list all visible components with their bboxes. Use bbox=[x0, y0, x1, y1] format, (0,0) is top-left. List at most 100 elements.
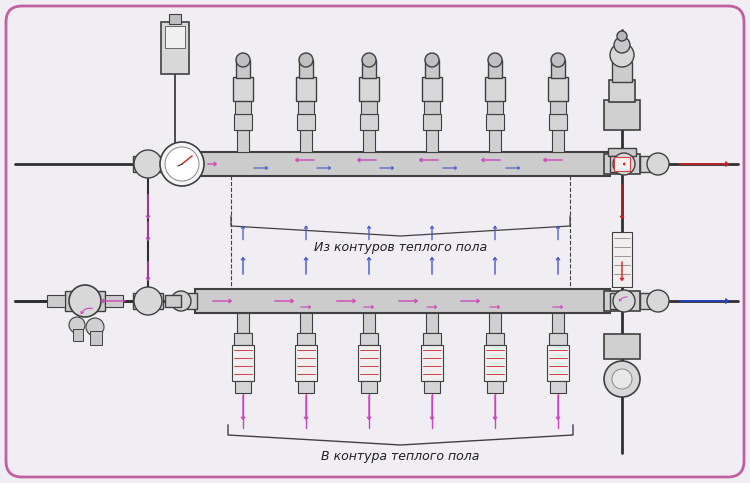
Text: Из контуров теплого пола: Из контуров теплого пола bbox=[314, 241, 487, 254]
Circle shape bbox=[613, 290, 635, 312]
Bar bbox=[426, 313, 438, 333]
Bar bbox=[360, 114, 378, 130]
Bar bbox=[424, 100, 440, 114]
Bar bbox=[604, 291, 640, 311]
Bar bbox=[169, 14, 181, 24]
Bar bbox=[361, 381, 377, 393]
Bar bbox=[165, 295, 181, 307]
Bar bbox=[237, 130, 249, 152]
Bar bbox=[362, 60, 376, 78]
Circle shape bbox=[299, 53, 313, 67]
Circle shape bbox=[171, 291, 191, 311]
Bar bbox=[235, 100, 251, 114]
Bar bbox=[552, 313, 564, 333]
Bar bbox=[487, 381, 503, 393]
Bar bbox=[237, 313, 249, 333]
Circle shape bbox=[488, 53, 502, 67]
Bar bbox=[133, 293, 163, 309]
Bar bbox=[640, 293, 654, 309]
Bar bbox=[187, 156, 197, 172]
Circle shape bbox=[134, 150, 162, 178]
Bar bbox=[65, 291, 105, 311]
Bar bbox=[232, 345, 254, 381]
Circle shape bbox=[69, 285, 101, 317]
Bar bbox=[300, 130, 312, 152]
Bar bbox=[165, 158, 181, 170]
Bar bbox=[640, 156, 654, 172]
Bar bbox=[612, 232, 632, 287]
Bar bbox=[425, 60, 439, 78]
Circle shape bbox=[425, 53, 439, 67]
Bar bbox=[423, 333, 441, 345]
Bar bbox=[604, 154, 640, 174]
Bar bbox=[359, 77, 379, 101]
Circle shape bbox=[613, 153, 635, 175]
Bar bbox=[604, 334, 640, 359]
Bar bbox=[235, 381, 251, 393]
Bar bbox=[295, 345, 317, 381]
Circle shape bbox=[134, 287, 162, 315]
Bar bbox=[488, 60, 502, 78]
Bar bbox=[133, 156, 163, 172]
Bar bbox=[296, 77, 316, 101]
Bar bbox=[485, 77, 505, 101]
Circle shape bbox=[604, 361, 640, 397]
Bar bbox=[552, 130, 564, 152]
Bar bbox=[297, 114, 315, 130]
Circle shape bbox=[647, 290, 669, 312]
Bar bbox=[423, 114, 441, 130]
Bar bbox=[195, 289, 610, 313]
Bar bbox=[233, 77, 253, 101]
Bar bbox=[298, 100, 314, 114]
Bar bbox=[363, 313, 375, 333]
Bar bbox=[195, 152, 610, 176]
Bar bbox=[234, 333, 252, 345]
Circle shape bbox=[614, 37, 630, 53]
Bar bbox=[90, 331, 102, 345]
Bar bbox=[298, 381, 314, 393]
Bar bbox=[548, 77, 568, 101]
Bar bbox=[489, 130, 501, 152]
Bar bbox=[299, 60, 313, 78]
Bar bbox=[549, 333, 567, 345]
Bar bbox=[550, 100, 566, 114]
Bar bbox=[424, 381, 440, 393]
Circle shape bbox=[612, 369, 632, 389]
Bar bbox=[165, 26, 185, 48]
Bar bbox=[297, 333, 315, 345]
Bar bbox=[610, 156, 624, 172]
Circle shape bbox=[160, 142, 204, 186]
Circle shape bbox=[165, 147, 199, 181]
Bar bbox=[551, 60, 565, 78]
Bar bbox=[486, 114, 504, 130]
Bar bbox=[358, 345, 380, 381]
Bar bbox=[549, 114, 567, 130]
Bar bbox=[234, 114, 252, 130]
Bar bbox=[360, 333, 378, 345]
Bar bbox=[547, 345, 569, 381]
Bar bbox=[604, 100, 640, 130]
Bar bbox=[550, 381, 566, 393]
Circle shape bbox=[551, 53, 565, 67]
Bar bbox=[187, 293, 197, 309]
Bar bbox=[426, 130, 438, 152]
Text: В контура теплого пола: В контура теплого пола bbox=[321, 450, 480, 463]
Circle shape bbox=[610, 43, 634, 67]
Bar bbox=[236, 60, 250, 78]
Bar bbox=[361, 100, 377, 114]
Bar bbox=[421, 345, 443, 381]
Bar bbox=[300, 313, 312, 333]
Bar bbox=[612, 62, 632, 82]
Bar bbox=[608, 148, 636, 156]
Bar bbox=[489, 313, 501, 333]
Bar bbox=[610, 293, 624, 309]
Bar bbox=[422, 77, 442, 101]
Circle shape bbox=[171, 154, 191, 174]
Circle shape bbox=[362, 53, 376, 67]
Bar bbox=[614, 157, 630, 171]
Circle shape bbox=[69, 317, 85, 333]
Circle shape bbox=[617, 31, 627, 41]
Circle shape bbox=[236, 53, 250, 67]
Bar bbox=[487, 100, 503, 114]
Circle shape bbox=[647, 153, 669, 175]
